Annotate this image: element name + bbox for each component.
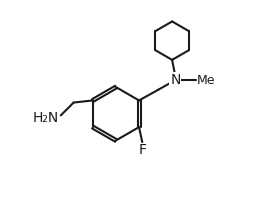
Text: Me: Me [197, 74, 215, 87]
Text: H₂N: H₂N [32, 111, 59, 125]
Text: F: F [138, 143, 146, 157]
Text: N: N [170, 73, 181, 87]
